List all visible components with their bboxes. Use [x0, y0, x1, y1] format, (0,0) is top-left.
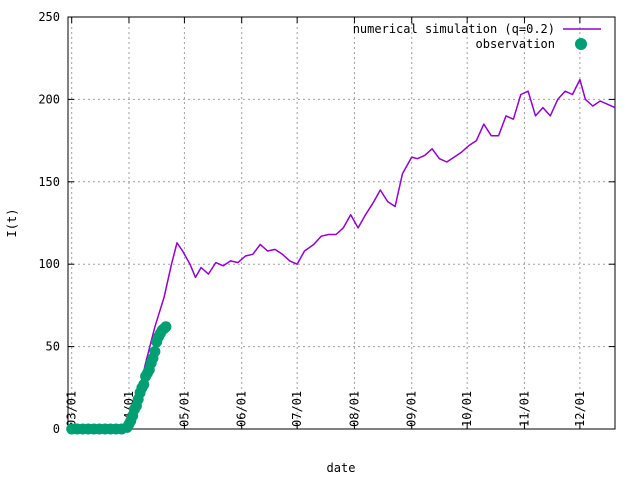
observation-point [149, 346, 161, 357]
x-axis-label: date [327, 461, 356, 475]
x-tick-label: 05/01 [177, 391, 191, 427]
y-tick-label: 100 [38, 257, 60, 271]
legend-label-observation: observation [476, 37, 555, 51]
grid [68, 17, 615, 429]
y-tick-label: 250 [38, 10, 60, 24]
legend-label-simulation: numerical simulation (q=0.2) [353, 22, 555, 36]
observation-point [138, 379, 150, 390]
x-tick-label: 12/01 [573, 391, 587, 427]
y-tick-label: 50 [46, 340, 60, 354]
x-tick-label: 09/01 [405, 391, 419, 427]
x-tick-label: 10/01 [460, 391, 474, 427]
legend-swatch-observation [575, 38, 587, 50]
x-tick-label: 07/01 [290, 391, 304, 427]
legend: numerical simulation (q=0.2) observation [353, 22, 601, 51]
x-axis: 03/01 04/01 05/01 06/01 07/01 08/01 09/01 10/01… [65, 17, 587, 429]
y-tick-label: 0 [53, 422, 60, 436]
x-tick-label: 08/01 [347, 391, 361, 427]
x-tick-label: 03/01 [65, 391, 79, 427]
series-layer [66, 78, 616, 435]
x-tick-label: 06/01 [235, 391, 249, 427]
plot-frame [67, 16, 616, 430]
x-tick-label: 11/01 [517, 391, 531, 427]
y-tick-label: 200 [38, 92, 60, 106]
series-line-simulation [68, 78, 616, 430]
y-tick-label: 150 [38, 175, 60, 189]
y-axis-label: I(t) [5, 209, 19, 238]
y-axis: 0 50 100 150 200 250 [38, 10, 615, 436]
observation-point [160, 321, 172, 333]
